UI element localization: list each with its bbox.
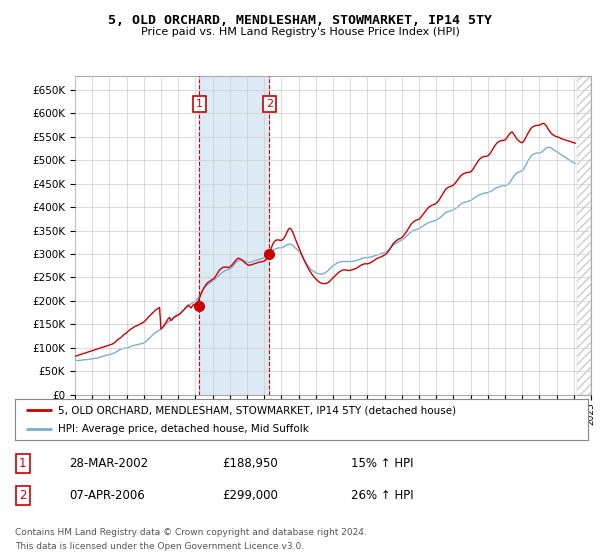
Bar: [199, 76, 269, 395]
Text: £299,000: £299,000: [222, 489, 278, 502]
Text: 28-MAR-2002: 28-MAR-2002: [69, 457, 148, 470]
Text: HPI: Average price, detached house, Mid Suffolk: HPI: Average price, detached house, Mid …: [58, 424, 309, 433]
Text: 1: 1: [19, 457, 26, 470]
Text: This data is licensed under the Open Government Licence v3.0.: This data is licensed under the Open Gov…: [15, 542, 304, 550]
Text: 5, OLD ORCHARD, MENDLESHAM, STOWMARKET, IP14 5TY: 5, OLD ORCHARD, MENDLESHAM, STOWMARKET, …: [108, 14, 492, 27]
Text: 2: 2: [19, 489, 26, 502]
Text: £188,950: £188,950: [222, 457, 278, 470]
Text: 2: 2: [266, 99, 273, 109]
Text: 26% ↑ HPI: 26% ↑ HPI: [351, 489, 413, 502]
Text: 5, OLD ORCHARD, MENDLESHAM, STOWMARKET, IP14 5TY (detached house): 5, OLD ORCHARD, MENDLESHAM, STOWMARKET, …: [58, 405, 456, 415]
Text: Price paid vs. HM Land Registry's House Price Index (HPI): Price paid vs. HM Land Registry's House …: [140, 27, 460, 37]
Text: 1: 1: [196, 99, 203, 109]
Text: 07-APR-2006: 07-APR-2006: [69, 489, 145, 502]
Text: 15% ↑ HPI: 15% ↑ HPI: [351, 457, 413, 470]
Text: Contains HM Land Registry data © Crown copyright and database right 2024.: Contains HM Land Registry data © Crown c…: [15, 528, 367, 536]
